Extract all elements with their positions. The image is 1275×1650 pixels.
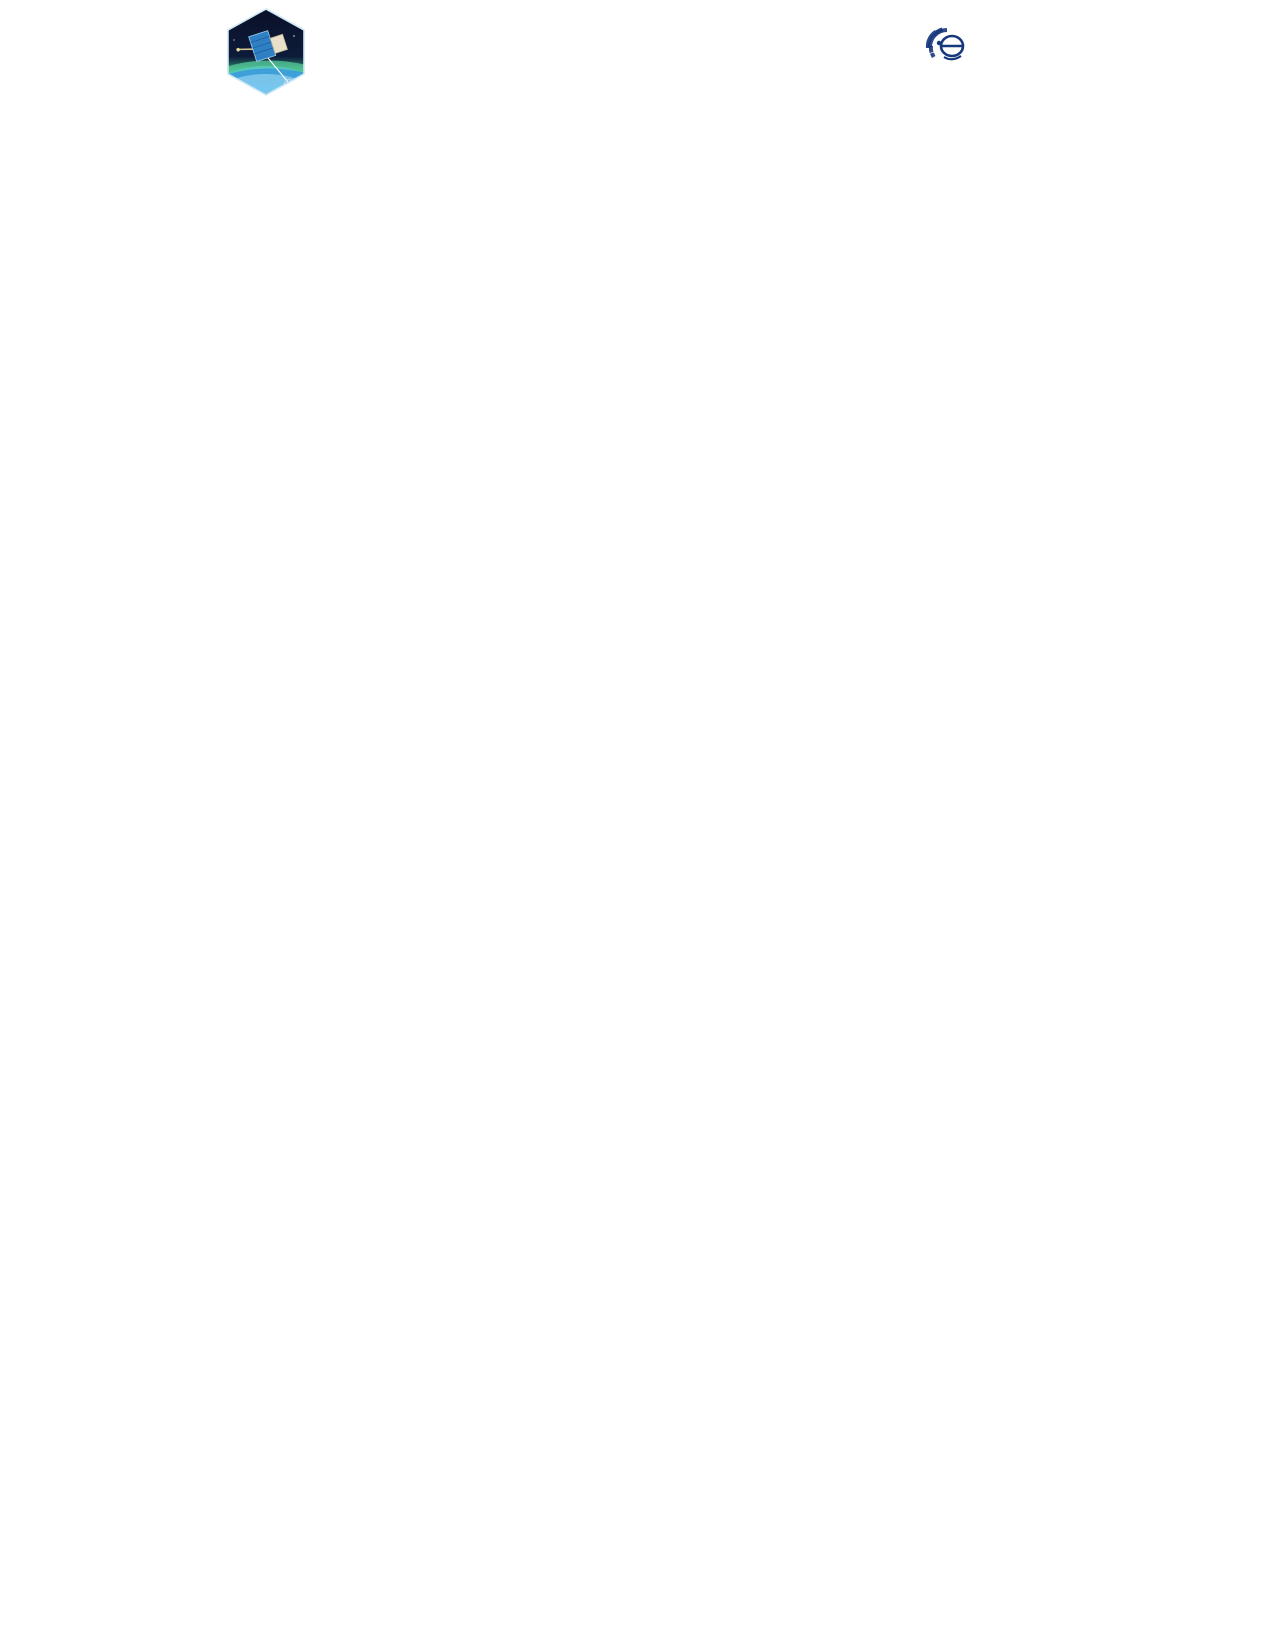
mission-logo-text: CASSIOPE	[247, 84, 284, 92]
esa-logo	[922, 22, 1042, 72]
esa-emblem-icon	[925, 27, 965, 61]
page-header: CASSIOPE	[0, 0, 1275, 96]
cassiope-mission-logo: CASSIOPE	[222, 6, 310, 98]
